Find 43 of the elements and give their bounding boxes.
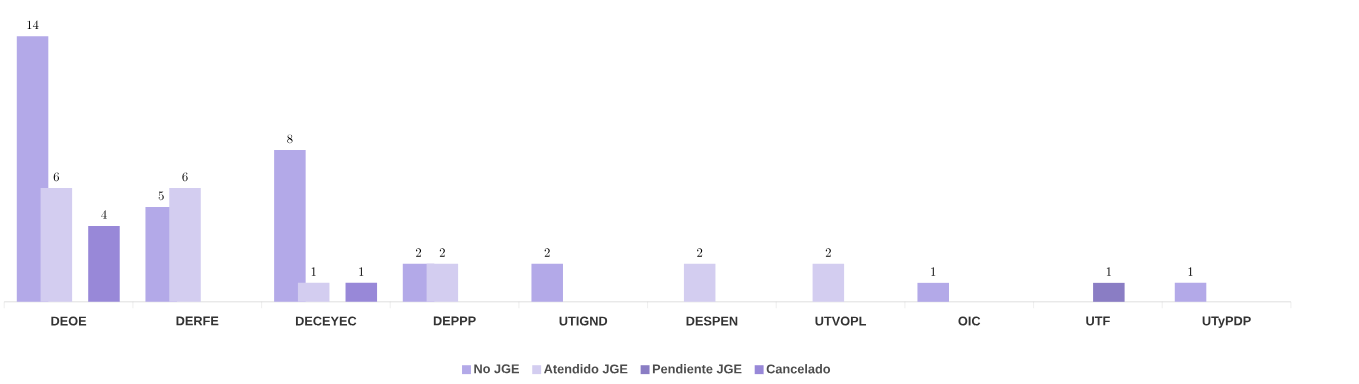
bar bbox=[426, 263, 459, 302]
data-label: 2 bbox=[439, 248, 445, 257]
bar bbox=[345, 282, 378, 302]
data-label: 4 bbox=[101, 210, 107, 219]
bar bbox=[40, 187, 73, 302]
data-label: 2 bbox=[697, 248, 703, 257]
x-tick-label: UTIGND bbox=[559, 316, 608, 326]
x-tick-label: UTyPDP bbox=[1202, 316, 1251, 328]
bar bbox=[297, 282, 330, 302]
data-label: 1 bbox=[1188, 267, 1193, 276]
legend-label: Pendiente JGE bbox=[652, 364, 742, 374]
bar bbox=[1174, 282, 1207, 302]
x-tick-label: DEOE bbox=[51, 316, 87, 326]
bar bbox=[812, 263, 845, 302]
data-label: 1 bbox=[1106, 267, 1111, 276]
data-label: 14 bbox=[27, 20, 39, 30]
data-label: 2 bbox=[416, 248, 422, 257]
bar bbox=[1093, 282, 1125, 302]
bar bbox=[274, 150, 306, 302]
x-tick-label: DESPEN bbox=[686, 316, 738, 326]
legend-label: No JGE bbox=[474, 364, 519, 374]
data-label: 1 bbox=[359, 267, 364, 276]
x-tick-label: DEPPP bbox=[433, 316, 476, 326]
x-tick-label: DECEYEC bbox=[295, 316, 357, 326]
x-tick-label: OIC bbox=[958, 316, 981, 326]
data-label: 5 bbox=[158, 191, 164, 201]
bar bbox=[917, 282, 949, 302]
bar bbox=[88, 225, 120, 302]
x-tick-label: UTF bbox=[1086, 316, 1110, 326]
data-label: 2 bbox=[544, 248, 550, 257]
legend-label: Atendido JGE bbox=[544, 364, 628, 374]
bar bbox=[169, 187, 201, 302]
data-label: 1 bbox=[311, 267, 316, 276]
data-label: 2 bbox=[825, 248, 831, 257]
bar bbox=[531, 263, 563, 302]
data-label: 1 bbox=[931, 267, 936, 276]
data-label: 8 bbox=[287, 134, 293, 144]
bar bbox=[683, 263, 716, 302]
data-label: 6 bbox=[53, 172, 59, 182]
x-tick-label: DERFE bbox=[176, 316, 219, 326]
legend-label: Cancelado bbox=[766, 364, 831, 374]
data-label: 6 bbox=[182, 172, 188, 182]
x-tick-label: UTVOPL bbox=[815, 316, 867, 326]
